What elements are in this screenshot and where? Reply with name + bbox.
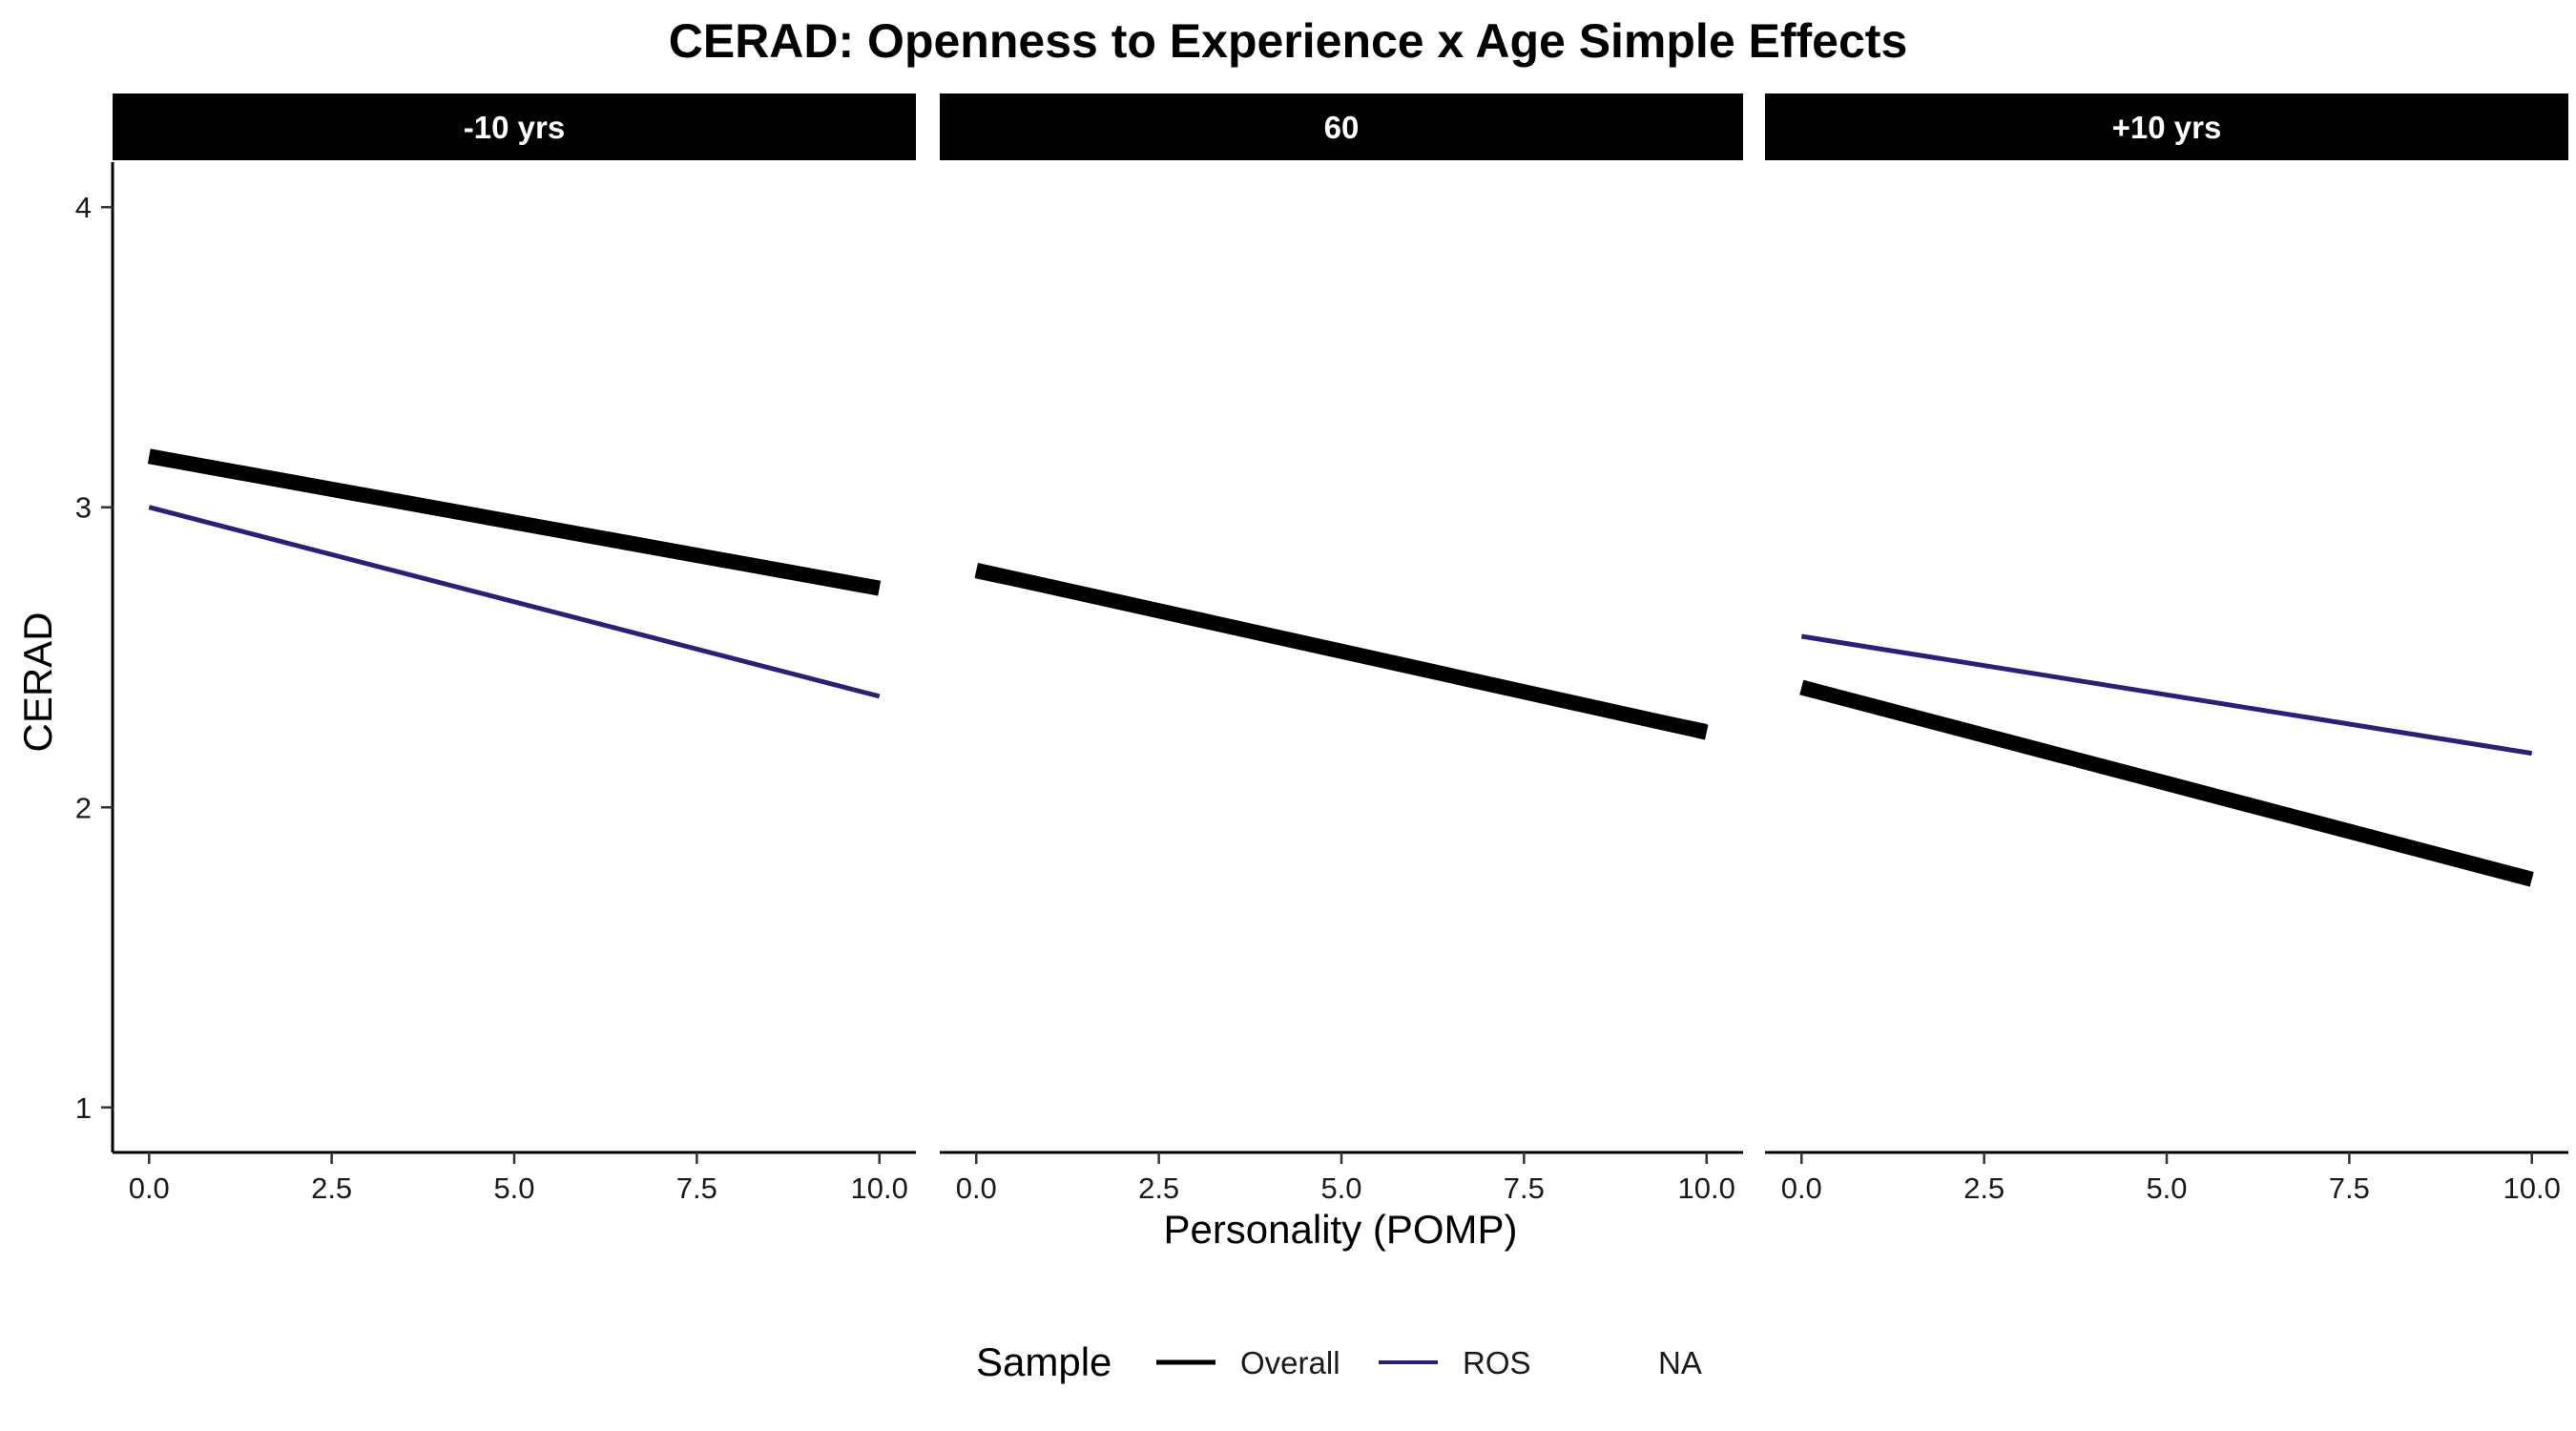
y-tick-label: 1	[75, 1091, 92, 1125]
chart-title: CERAD: Openness to Experience x Age Simp…	[669, 14, 1908, 68]
x-tick-label: 5.0	[1320, 1172, 1361, 1205]
x-tick-label: 5.0	[493, 1172, 534, 1205]
y-axis-title: CERAD	[15, 612, 60, 752]
x-tick-label: 7.5	[676, 1172, 717, 1205]
x-tick-label: 2.5	[1138, 1172, 1179, 1205]
facet-panel: -10 yrs 0.0 2.5 5.0 7.5 10.0 1 2 3 4	[75, 93, 916, 1205]
x-tick-label: 0.0	[956, 1172, 997, 1205]
x-tick-label: 10.0	[1678, 1172, 1735, 1205]
x-tick-label: 10.0	[2503, 1172, 2561, 1205]
legend: Sample Overall ROS NA	[976, 1339, 1702, 1384]
facet-panel: +10 yrs 0.0 2.5 5.0 7.5 10.0	[1765, 93, 2568, 1205]
x-axis-title: Personality (POMP)	[1163, 1207, 1517, 1252]
legend-title: Sample	[976, 1339, 1111, 1384]
x-tick-label: 7.5	[2329, 1172, 2370, 1205]
x-tick-label: 2.5	[311, 1172, 352, 1205]
legend-label-na: NA	[1658, 1345, 1702, 1380]
y-tick-label: 3	[75, 491, 92, 525]
series-line-ros	[1801, 636, 2531, 754]
x-tick-label: 7.5	[1504, 1172, 1545, 1205]
facet-strip-label: -10 yrs	[464, 110, 565, 145]
facet-panels: -10 yrs 0.0 2.5 5.0 7.5 10.0 1 2 3 4 60 0.0 2.5 5.0 7.…	[75, 93, 2568, 1205]
y-tick-label: 2	[75, 791, 92, 824]
legend-entries: Overall ROS NA	[1156, 1345, 1702, 1380]
x-tick-label: 5.0	[2146, 1172, 2187, 1205]
x-tick-label: 10.0	[851, 1172, 908, 1205]
series-line-overall	[149, 456, 879, 588]
facet-strip-label: +10 yrs	[2112, 110, 2222, 145]
facet-strip-label: 60	[1324, 110, 1360, 145]
legend-label-ros: ROS	[1463, 1345, 1531, 1380]
x-tick-label: 0.0	[129, 1172, 170, 1205]
legend-label-overall: Overall	[1240, 1345, 1340, 1380]
series-line-ros	[149, 508, 879, 696]
series-line-overall	[1801, 687, 2531, 879]
x-tick-label: 2.5	[1963, 1172, 2005, 1205]
x-tick-label: 0.0	[1781, 1172, 1822, 1205]
series-line-overall	[976, 570, 1706, 733]
y-tick-label: 4	[75, 191, 92, 224]
facet-panel: 60 0.0 2.5 5.0 7.5 10.0	[940, 93, 1743, 1205]
